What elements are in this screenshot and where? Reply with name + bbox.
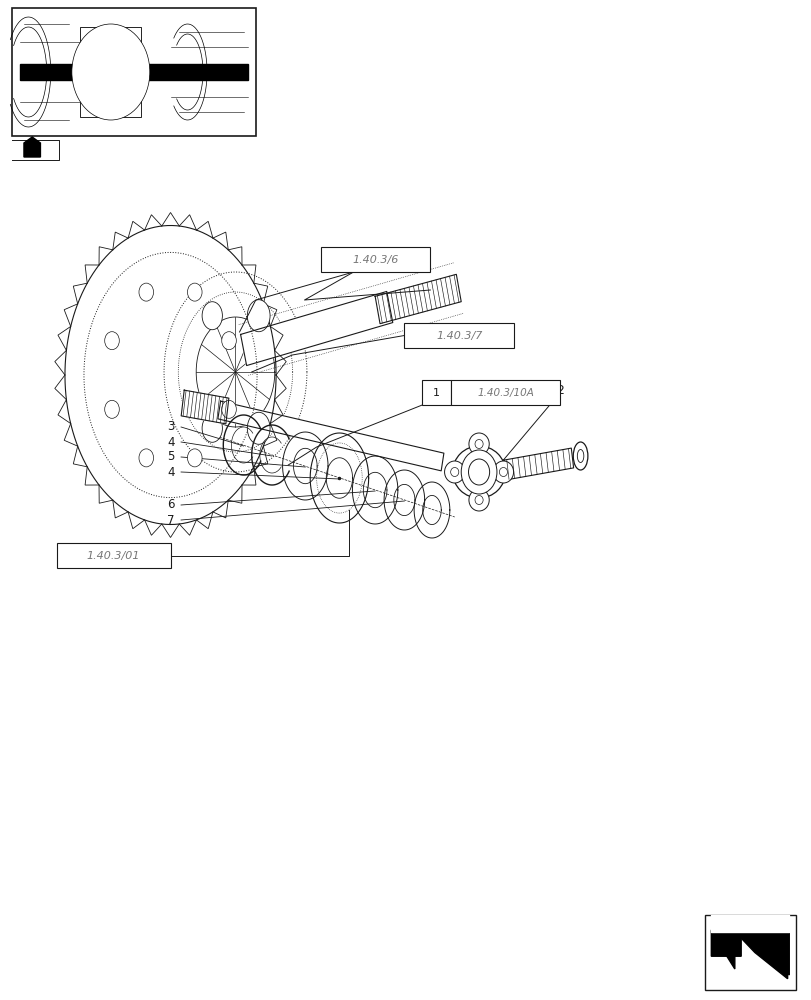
Bar (404, 323, 513, 348)
Text: 1.40.3/10A: 1.40.3/10A (476, 388, 534, 398)
Bar (12, 8, 255, 136)
Circle shape (94, 52, 127, 92)
Ellipse shape (468, 489, 488, 511)
Circle shape (187, 449, 202, 467)
Ellipse shape (474, 495, 483, 504)
Ellipse shape (499, 468, 507, 477)
Ellipse shape (450, 468, 458, 477)
Bar (320, 247, 430, 272)
Text: 3: 3 (167, 420, 174, 434)
Circle shape (187, 283, 202, 301)
Polygon shape (20, 64, 247, 80)
Circle shape (139, 449, 153, 467)
Circle shape (461, 450, 496, 494)
Polygon shape (710, 930, 788, 975)
Circle shape (139, 283, 153, 301)
Polygon shape (12, 140, 59, 160)
Circle shape (84, 39, 137, 105)
Bar (450, 380, 560, 405)
Bar (80, 27, 141, 117)
Ellipse shape (492, 461, 513, 483)
Polygon shape (24, 137, 41, 157)
Circle shape (105, 400, 119, 418)
Bar (704, 915, 795, 990)
Polygon shape (504, 448, 573, 480)
Text: 7: 7 (167, 514, 174, 526)
Ellipse shape (452, 446, 504, 498)
Polygon shape (181, 390, 229, 424)
Text: 6: 6 (167, 498, 174, 512)
Ellipse shape (474, 440, 483, 448)
Ellipse shape (247, 300, 270, 332)
Ellipse shape (444, 461, 464, 483)
Text: 1: 1 (432, 388, 440, 398)
Ellipse shape (468, 433, 488, 455)
Bar (422, 380, 450, 405)
Text: 1.40.3/7: 1.40.3/7 (436, 330, 482, 340)
Polygon shape (240, 291, 393, 366)
Circle shape (221, 332, 236, 350)
Circle shape (72, 24, 149, 120)
Ellipse shape (573, 442, 587, 470)
Polygon shape (217, 401, 444, 471)
Ellipse shape (247, 412, 270, 444)
Text: 2: 2 (556, 383, 564, 396)
Text: 1.40.3/6: 1.40.3/6 (352, 255, 398, 265)
Text: 4: 4 (167, 466, 174, 479)
Circle shape (468, 459, 489, 485)
Circle shape (221, 400, 236, 418)
Ellipse shape (577, 450, 583, 462)
Polygon shape (375, 274, 461, 324)
Ellipse shape (202, 414, 222, 442)
Text: 1.40.3/01: 1.40.3/01 (87, 550, 140, 560)
Bar (57, 543, 170, 568)
Polygon shape (710, 932, 787, 979)
Text: 4: 4 (167, 436, 174, 448)
Ellipse shape (202, 302, 222, 330)
Circle shape (105, 332, 119, 350)
Text: 5: 5 (167, 450, 174, 464)
